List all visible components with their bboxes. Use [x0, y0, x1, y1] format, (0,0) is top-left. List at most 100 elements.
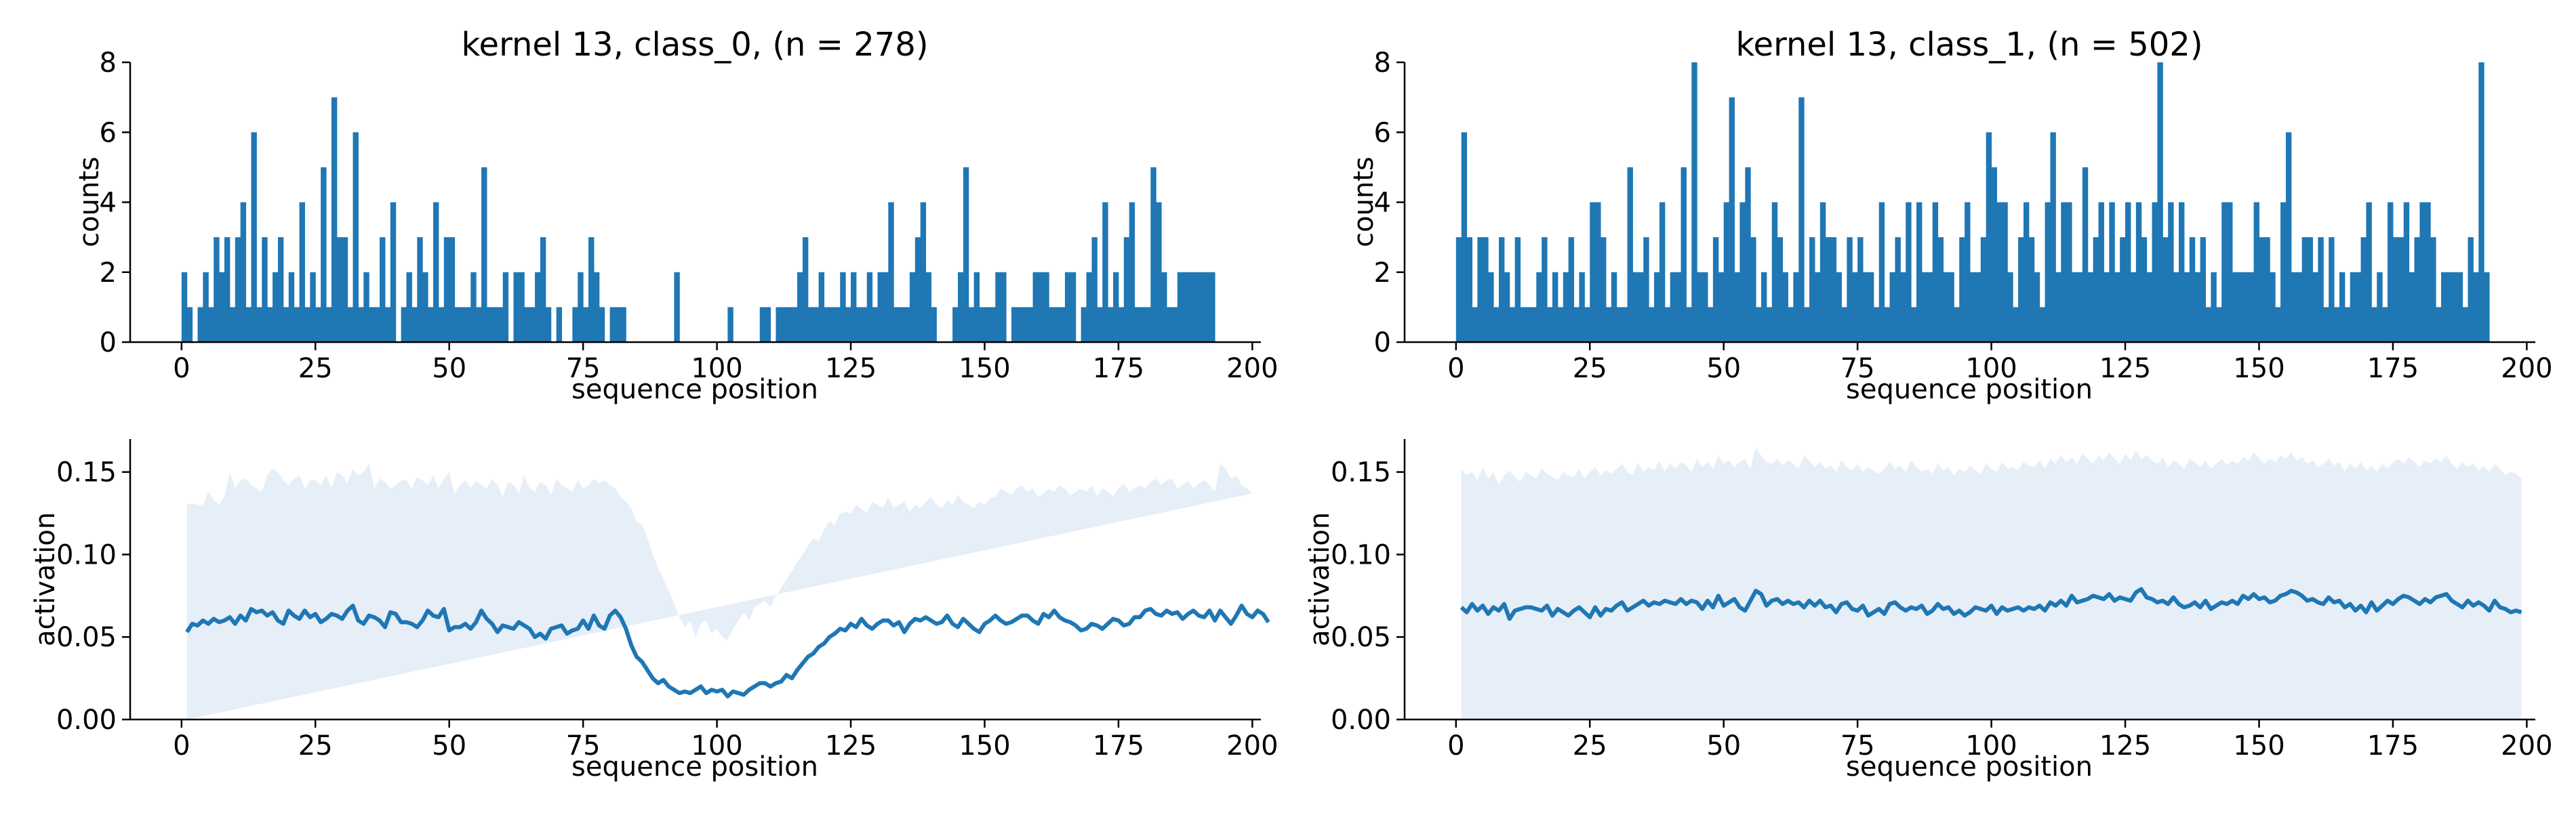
histogram-bar — [1595, 202, 1601, 342]
histogram-bar — [513, 272, 519, 342]
histogram-bar — [1980, 237, 1987, 342]
histogram-bar — [1895, 237, 1901, 342]
histogram-bar — [1134, 307, 1141, 342]
histogram-bar — [428, 307, 434, 342]
bar-group — [181, 97, 1215, 342]
histogram-bar — [454, 307, 460, 342]
histogram-bar — [1986, 132, 1992, 342]
histogram-bar — [556, 307, 563, 342]
histogram-bar — [609, 307, 616, 342]
histogram-bar — [540, 237, 546, 342]
y-tick-group: 0 2 4 6 8 — [100, 47, 130, 358]
histogram-bar — [2468, 237, 2474, 342]
histogram-bar — [572, 307, 578, 342]
histogram-bar — [1108, 307, 1114, 342]
x-tick-label: 75 — [1840, 730, 1875, 762]
histogram-bar — [829, 307, 835, 342]
histogram-bar — [2232, 272, 2238, 342]
histogram-bar — [203, 272, 209, 342]
y-tick-label: 8 — [100, 47, 117, 79]
histogram-bar — [1847, 237, 1853, 342]
y-tick-label: 2 — [100, 257, 117, 289]
histogram-bar — [481, 167, 487, 342]
histogram-bar — [2055, 272, 2061, 342]
x-tick-label: 50 — [1706, 353, 1741, 384]
histogram-bar — [2275, 307, 2281, 342]
y-tick-label: 0.15 — [56, 457, 117, 488]
x-axis-label: sequence position — [1846, 751, 2093, 783]
histogram-bar — [952, 307, 959, 342]
histogram-bar — [1209, 272, 1215, 342]
histogram-bar — [599, 307, 605, 342]
x-tick-label: 125 — [825, 730, 877, 762]
histogram-bar — [2162, 237, 2169, 342]
histogram-bar — [1750, 237, 1756, 342]
histogram-bar — [861, 307, 868, 342]
histogram-bar — [1878, 202, 1885, 342]
histogram-bar — [1793, 272, 1799, 342]
x-tick-group: 0 25 50 75 100 125 150 175 200 — [1447, 720, 2553, 762]
histogram-bar — [1830, 237, 1837, 342]
histogram-bar — [2259, 237, 2265, 342]
histogram-bar — [1771, 202, 1778, 342]
histogram-bar — [1493, 307, 1500, 342]
histogram-bar — [1670, 272, 1676, 342]
histogram-bar — [2098, 202, 2104, 342]
histogram-bar — [1204, 272, 1210, 342]
histogram-bar — [224, 237, 230, 342]
histogram-bar — [1788, 307, 1794, 342]
histogram-bar — [267, 307, 273, 342]
histogram-bar — [1016, 307, 1023, 342]
histogram-bar — [1654, 272, 1660, 342]
histogram-bar — [1766, 307, 1773, 342]
histogram-bar — [1038, 272, 1044, 342]
histogram-bar — [1150, 167, 1156, 342]
histogram-bar — [1601, 237, 1607, 342]
histogram-bar — [1965, 202, 1971, 342]
histogram-bar — [1814, 272, 1821, 342]
histogram-bar — [1884, 307, 1891, 342]
x-tick-label: 200 — [1226, 353, 1278, 384]
histogram-bar — [1836, 272, 1842, 342]
histogram-bar — [909, 272, 916, 342]
histogram-bar — [1060, 307, 1066, 342]
histogram-bar — [2082, 167, 2089, 342]
histogram-bar — [470, 272, 477, 342]
activation-band — [186, 463, 1253, 720]
histogram-bar — [1760, 272, 1767, 342]
histogram-bar — [2168, 202, 2174, 342]
histogram-bar — [1911, 307, 1917, 342]
histogram-bar — [1113, 272, 1119, 342]
panel-class1-activation: 0 25 50 75 100 125 150 175 200 0.000.050.100.15 … — [1304, 439, 2553, 783]
histogram-bar — [214, 237, 220, 342]
histogram-bar — [1616, 307, 1623, 342]
histogram-bar — [304, 307, 310, 342]
histogram-bar — [2076, 272, 2083, 342]
histogram-bar — [2403, 202, 2410, 342]
histogram-bar — [2007, 272, 2013, 342]
histogram-bar — [984, 307, 990, 342]
histogram-bar — [535, 272, 541, 342]
histogram-bar — [920, 202, 927, 342]
histogram-bar — [1852, 272, 1858, 342]
histogram-bar — [583, 307, 589, 342]
histogram-bar — [2045, 202, 2051, 342]
histogram-bar — [2237, 272, 2244, 342]
histogram-bar — [2478, 62, 2484, 342]
histogram-bar — [802, 237, 809, 342]
y-tick-label: 0.05 — [56, 622, 117, 653]
histogram-bar — [1975, 272, 1981, 342]
histogram-bar — [727, 307, 733, 342]
histogram-bar — [1900, 272, 1906, 342]
histogram-bar — [593, 272, 600, 342]
histogram-bar — [2301, 237, 2308, 342]
x-tick-label: 0 — [1447, 353, 1464, 384]
histogram-bar — [1097, 307, 1103, 342]
histogram-bar — [872, 307, 879, 342]
histogram-bar — [957, 272, 964, 342]
histogram-bar — [502, 272, 509, 342]
histogram-bar — [2125, 202, 2131, 342]
histogram-bar — [1734, 272, 1740, 342]
histogram-bar — [2173, 272, 2179, 342]
x-tick-label: 150 — [959, 730, 1010, 762]
